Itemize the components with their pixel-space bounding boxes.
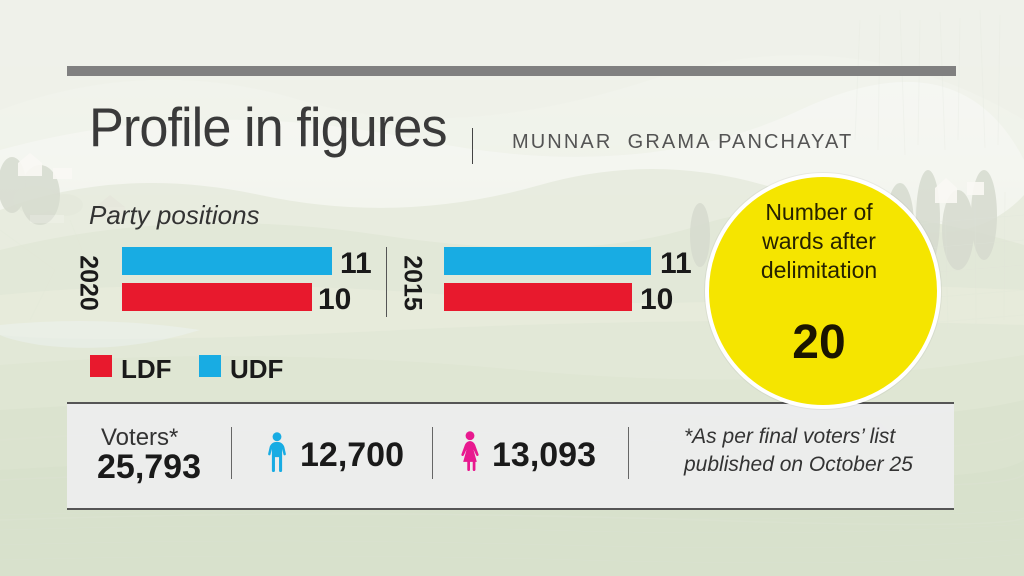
- svg-text:2020: 2020: [74, 255, 102, 311]
- svg-text:2015: 2015: [398, 255, 426, 311]
